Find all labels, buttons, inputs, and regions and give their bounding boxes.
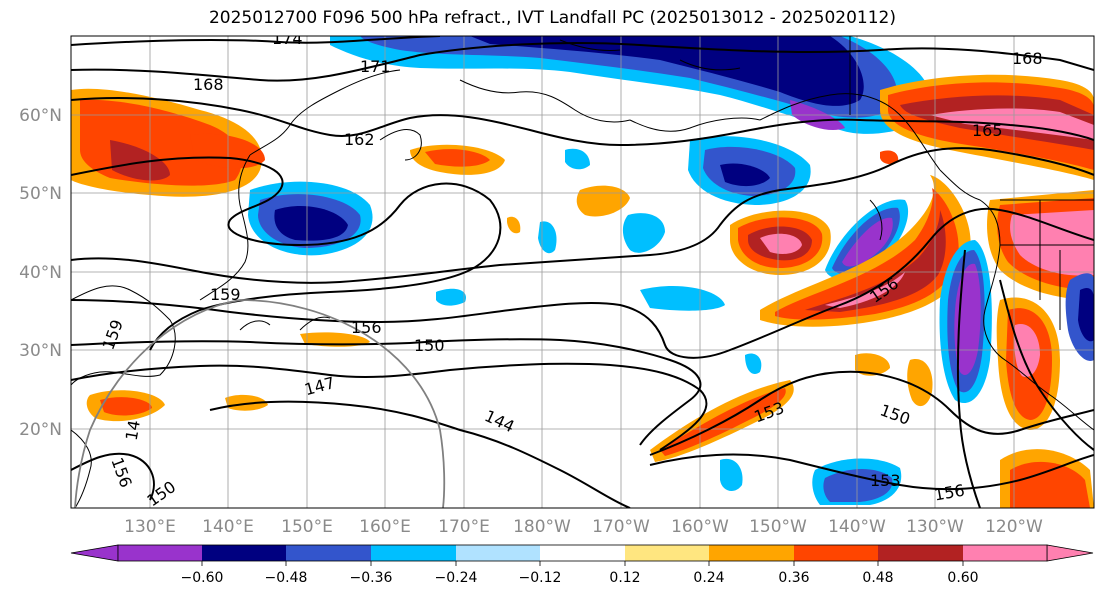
height-contours bbox=[71, 36, 1094, 508]
contour-label: 156 bbox=[351, 318, 382, 337]
lon-tick-label: 170°E bbox=[438, 517, 490, 537]
lon-tick-label: 160°E bbox=[359, 517, 411, 537]
lon-tick-label: 150°E bbox=[281, 517, 333, 537]
colorbar-bin bbox=[202, 545, 286, 561]
colorbar-bin bbox=[118, 545, 202, 561]
lon-tick-label: 150°W bbox=[749, 517, 807, 537]
colorbar-extend-max bbox=[1046, 544, 1094, 562]
colorbar-tick-label: 0.36 bbox=[778, 570, 809, 586]
lat-tick-label: 50°N bbox=[19, 184, 62, 204]
colorbar-outline bbox=[117, 544, 1048, 562]
lon-tick-label: 130°E bbox=[124, 517, 176, 537]
colorbar-bin bbox=[794, 545, 878, 561]
colorbar-tick-label: −0.48 bbox=[265, 570, 308, 586]
colorbar-bin bbox=[456, 545, 540, 561]
lon-tick-label: 120°W bbox=[985, 517, 1043, 537]
graticule bbox=[71, 36, 1094, 508]
contour-label: 168 bbox=[193, 75, 224, 94]
colorbar-tick-label: −0.60 bbox=[181, 570, 224, 586]
colorbar-tick-label: 0.48 bbox=[862, 570, 893, 586]
colorbar-tick-label: −0.24 bbox=[435, 570, 478, 586]
colorbar-extend-min bbox=[70, 544, 119, 562]
colorbar-tick-label: 0.60 bbox=[947, 570, 978, 586]
contour-label: 162 bbox=[344, 130, 375, 149]
lon-tick-label: 140°W bbox=[828, 517, 886, 537]
plot-title: 2025012700 F096 500 hPa refract., IVT La… bbox=[208, 8, 896, 28]
lon-tick-label: 140°E bbox=[202, 517, 254, 537]
map-frame bbox=[70, 35, 1095, 509]
lon-tick-label: 130°W bbox=[906, 517, 964, 537]
contour-label: 174 bbox=[272, 29, 303, 48]
range-circle bbox=[239, 299, 446, 508]
lon-tick-label: 160°W bbox=[671, 517, 729, 537]
colorbar-tick-label: −0.12 bbox=[519, 570, 562, 586]
contour-label: 168 bbox=[1012, 49, 1043, 68]
lat-tick-label: 40°N bbox=[19, 263, 62, 283]
lon-tick-label: 170°W bbox=[592, 517, 650, 537]
lon-tick-label: 180°W bbox=[513, 517, 571, 537]
colorbar-tick-label: 0.24 bbox=[693, 570, 724, 586]
range-circle-west bbox=[74, 299, 241, 508]
contour-label: 14 bbox=[122, 419, 144, 442]
lat-tick-label: 60°N bbox=[19, 106, 62, 126]
colorbar-bin bbox=[878, 545, 963, 561]
colorbar: −0.60 −0.48 −0.36 −0.24 −0.12 0.12 0.24 0.36 0.4… bbox=[70, 544, 1094, 586]
contour-label: 150 bbox=[414, 336, 445, 355]
colorbar-tick-label: −0.36 bbox=[350, 570, 393, 586]
colorbar-bin bbox=[286, 545, 371, 561]
contour-label: 159 bbox=[210, 285, 241, 304]
contour-label: 171 bbox=[360, 57, 391, 76]
colorbar-bin bbox=[625, 545, 709, 561]
colorbar-bin bbox=[963, 545, 1047, 561]
colorbar-bin bbox=[540, 545, 625, 561]
colorbar-bin bbox=[709, 545, 794, 561]
lon-axis-labels: 130°E 140°E 150°E 160°E 170°E 180°W 170°… bbox=[124, 517, 1043, 537]
colorbar-tick-label: 0.12 bbox=[609, 570, 640, 586]
contour-label: 153 bbox=[870, 471, 901, 490]
lat-tick-label: 30°N bbox=[19, 341, 62, 361]
colorbar-bin bbox=[371, 545, 456, 561]
contour-label: 165 bbox=[972, 121, 1003, 140]
lat-axis-labels: 20°N 30°N 40°N 50°N 60°N bbox=[19, 106, 62, 440]
lat-tick-label: 20°N bbox=[19, 420, 62, 440]
